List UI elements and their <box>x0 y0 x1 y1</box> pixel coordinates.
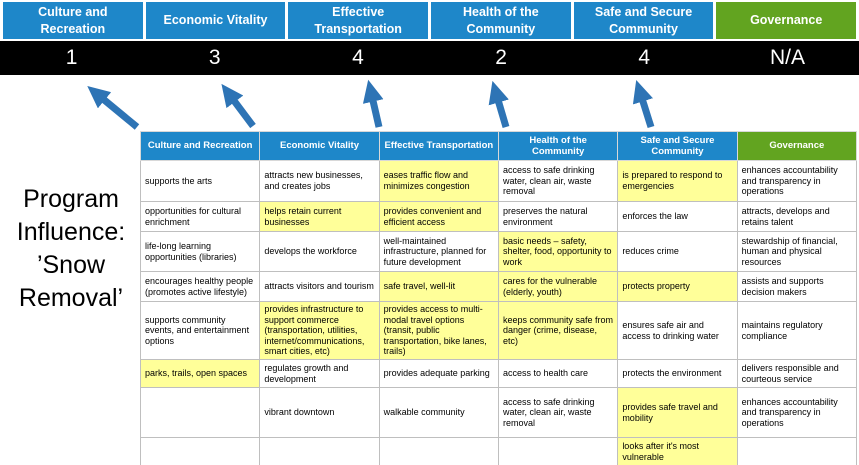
table-cell <box>378 437 499 465</box>
table-cell: preserves the natural environment <box>497 201 619 232</box>
table-cell: access to safe drinking water, clean air… <box>497 387 619 438</box>
table-cell: reduces crime <box>617 231 738 272</box>
arrow-up-icon <box>87 85 140 130</box>
pillar-culture-and-recreation: Culture and Recreation <box>3 2 143 39</box>
table-cell: access to safe drinking water, clean air… <box>497 160 619 202</box>
table-cell: opportunities for cultural enrichment <box>139 201 261 232</box>
table-cell: assists and supports decision makers <box>736 271 858 302</box>
column-header-governance: Governance <box>736 131 858 161</box>
table-cell: keeps community safe from danger (crime,… <box>497 301 619 360</box>
table-cell: is prepared to respond to emergencies <box>617 160 738 202</box>
table-cell: enforces the law <box>617 201 738 232</box>
table-cell: looks after it's most vulnerable <box>617 437 738 465</box>
table-cell: access to health care <box>497 359 619 388</box>
table-cell: stewardship of financial, human and phys… <box>736 231 858 272</box>
table-cell <box>497 437 619 465</box>
table-cell: attracts new businesses, and creates job… <box>259 160 380 202</box>
table-row: opportunities for cultural enrichment hel… <box>139 201 858 232</box>
table-cell: maintains regulatory compliance <box>736 301 858 360</box>
table-cell: protects property <box>617 271 738 302</box>
score-effective-transportation: 4 <box>352 46 364 69</box>
pillar-effective-transportation: Effective Transportation <box>288 2 429 39</box>
arrow-up-icon <box>488 80 510 128</box>
arrow-up-icon <box>362 79 384 128</box>
table-cell: encourages healthy people (promotes acti… <box>139 271 261 302</box>
table-cell <box>139 437 261 465</box>
table-cell: supports the arts <box>139 160 261 202</box>
table-cell: well-maintained infrastructure, planned … <box>378 231 499 272</box>
table-cell: life-long learning opportunities (librar… <box>139 231 261 272</box>
arrow-up-icon <box>221 83 256 129</box>
score-economic-vitality: 3 <box>208 46 221 69</box>
table-header-row: Culture and Recreation Economic Vitality E… <box>139 131 858 161</box>
table-cell: provides infrastructure to support comme… <box>259 301 380 360</box>
table-row: encourages healthy people (promotes acti… <box>139 271 858 302</box>
score-governance: N/A <box>769 46 805 69</box>
table-cell: ensures safe air and access to drinking … <box>617 301 738 360</box>
table-cell: vibrant downtown <box>259 387 380 438</box>
table-cell: eases traffic flow and minimizes congest… <box>378 160 499 202</box>
table-cell: regulates growth and development <box>259 359 380 388</box>
table-cell: attracts, develops and retains talent <box>736 201 858 232</box>
column-header-health-of-the-community: Health of the Community <box>497 131 619 161</box>
pillar-safe-and-secure-community: Safe and Secure Community <box>573 2 714 39</box>
table-cell <box>259 437 380 465</box>
table-cell: supports community events, and entertain… <box>139 301 261 360</box>
pillar-health-of-the-community: Health of the Community <box>431 2 571 39</box>
score-row: 1 3 4 2 4 N/A <box>0 41 859 75</box>
table-cell: protects the environment <box>617 359 738 388</box>
influence-table: Culture and Recreation Economic Vitality E… <box>139 131 858 465</box>
program-title: Program Influence: ’Snow Removal’ <box>16 185 126 312</box>
table-cell: enhances accountability and transparency… <box>736 160 858 202</box>
table-cell: delivers responsible and courteous servi… <box>736 359 858 388</box>
score-health-of-the-community: 2 <box>495 46 507 69</box>
table-cell: provides access to multi-modal travel op… <box>378 301 499 360</box>
table-cell: walkable community <box>378 387 499 438</box>
table-row: supports the arts attracts new businesses… <box>139 160 858 202</box>
table-cell <box>139 387 261 438</box>
pillar-governance: Governance <box>716 2 857 39</box>
table-cell: provides safe travel and mobility <box>617 387 738 438</box>
arrow-up-icon <box>632 79 655 129</box>
table-cell: safe travel, well-lit <box>378 271 499 302</box>
table-row: vibrant downtown walkable community access… <box>139 387 858 438</box>
pillar-economic-vitality: Economic Vitality <box>145 2 286 39</box>
table-cell: enhances accountability and transparency… <box>736 387 858 438</box>
column-header-safe-and-secure-community: Safe and Secure Community <box>617 131 738 161</box>
table-cell: develops the workforce <box>259 231 380 272</box>
table-cell: basic needs – safety, shelter, food, opp… <box>497 231 619 272</box>
column-header-culture-and-recreation: Culture and Recreation <box>139 131 261 161</box>
table-cell: parks, trails, open spaces <box>139 359 261 388</box>
table-cell: attracts visitors and tourism <box>259 271 380 302</box>
column-header-effective-transportation: Effective Transportation <box>378 131 499 161</box>
score-culture-and-recreation: 1 <box>65 46 78 69</box>
table-cell: helps retain current businesses <box>259 201 380 232</box>
table-row: life-long learning opportunities (librar… <box>139 231 858 272</box>
table-row: supports community events, and entertain… <box>139 301 858 360</box>
table-row: parks, trails, open spaces regulates grow… <box>139 359 858 388</box>
pillar-header-row: Culture and Recreation Economic Vitality E… <box>3 2 857 39</box>
table-cell: provides adequate parking <box>378 359 499 388</box>
table-cell <box>736 437 858 465</box>
column-header-economic-vitality: Economic Vitality <box>259 131 380 161</box>
table-row: looks after it's most vulnerable <box>139 437 858 465</box>
table-cell: provides convenient and efficient access <box>378 201 499 232</box>
score-safe-and-secure-community: 4 <box>638 46 651 69</box>
table-cell: cares for the vulnerable (elderly, youth… <box>497 271 619 302</box>
